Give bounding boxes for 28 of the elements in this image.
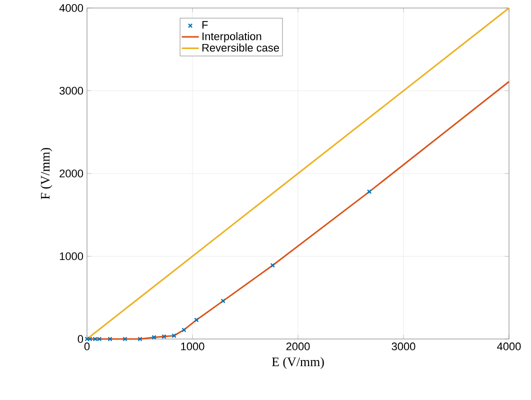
x-tick-label: 1000 — [181, 342, 204, 350]
x-axis-title: E (V/mm) — [272, 357, 324, 369]
legend-label: Reversible case — [202, 44, 279, 52]
point — [194, 318, 199, 322]
point — [84, 336, 90, 342]
point — [270, 262, 276, 268]
y-tick-label: 4000 — [59, 4, 84, 12]
legend-label: Interpolation — [202, 32, 262, 42]
point — [96, 336, 102, 342]
y-tick-label: 2000 — [60, 170, 84, 178]
y-tick-label: 3000 — [60, 86, 84, 95]
legend-label: F — [202, 21, 208, 29]
point — [366, 189, 372, 194]
point — [108, 336, 112, 342]
point — [138, 336, 142, 342]
y-axis-title: F (V/mm) — [40, 148, 52, 200]
point — [162, 334, 166, 339]
point — [220, 298, 226, 304]
x-tick-label: 0 — [84, 342, 90, 350]
x-tick-label: 3000 — [392, 342, 416, 350]
point — [182, 328, 186, 332]
point — [152, 334, 156, 340]
x-tick-label: 2000 — [286, 342, 310, 350]
point — [172, 333, 176, 338]
y-tick-label: 1000 — [60, 252, 84, 260]
point — [122, 336, 128, 342]
y-tick-label: 0 — [78, 335, 84, 343]
x-tick-label: 4000 — [497, 342, 521, 350]
